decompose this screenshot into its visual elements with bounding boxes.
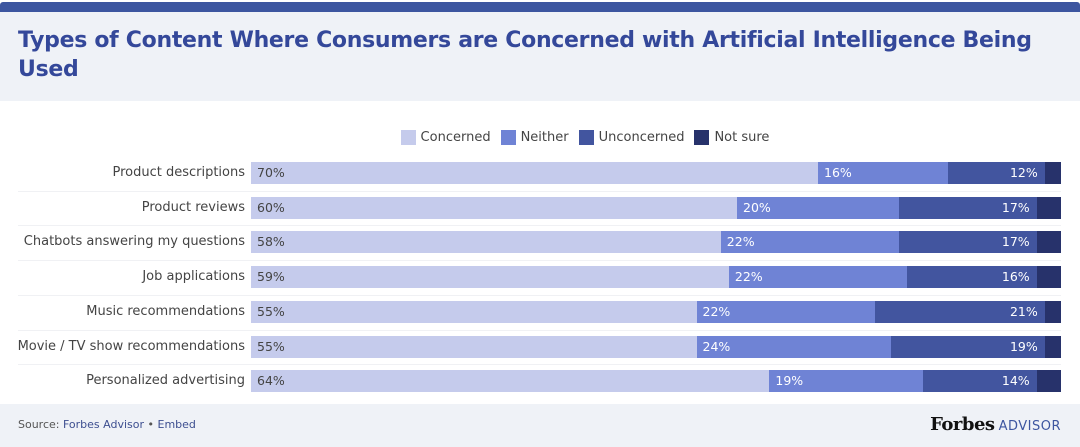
bar-segment-neither: 22%: [696, 300, 875, 323]
category-label: Movie / TV show recommendations: [17, 338, 245, 354]
data-label: 22%: [702, 303, 731, 319]
chart-header: Types of Content Where Consumers are Con…: [0, 12, 1080, 101]
data-label: 16%: [824, 165, 852, 180]
bar-segment-concerned: 55%: [251, 335, 697, 358]
data-label: 22%: [734, 269, 763, 285]
separator: •: [144, 418, 158, 431]
legend-item-not-sure: Not sure: [694, 130, 769, 145]
bar-segment-concerned: 70%: [251, 162, 818, 184]
category-label: Job applications: [142, 269, 245, 285]
legend-label: Not sure: [714, 130, 770, 145]
data-label: 19%: [775, 373, 804, 389]
category-label: Product descriptions: [112, 165, 245, 180]
row-separator: [18, 260, 1061, 262]
legend-label: Neither: [520, 130, 569, 145]
category-label: Product reviews: [141, 199, 245, 215]
bar-segment-unconcerned: 14%: [923, 370, 1037, 393]
source-label: Source:: [18, 418, 63, 431]
bar-segment-neither: 16%: [818, 162, 948, 184]
data-label: 14%: [1001, 373, 1030, 389]
legend-item-unconcerned: Unconcerned: [578, 130, 685, 145]
bar-segment-concerned: 64%: [251, 370, 770, 393]
bar-segment-neither: 22%: [728, 266, 908, 289]
data-label: 55%: [257, 303, 285, 319]
category-label: Music recommendations: [86, 303, 245, 319]
data-label: 12%: [1009, 165, 1038, 180]
row-separator: [18, 364, 1061, 366]
data-label: 24%: [702, 338, 731, 354]
data-label: 59%: [257, 269, 285, 285]
data-label: 70%: [257, 165, 285, 180]
row-separator: [18, 294, 1061, 296]
bar-segment-unconcerned: 19%: [890, 335, 1045, 358]
bar-segment-unconcerned: 16%: [907, 266, 1037, 289]
brand-name: Forbes: [930, 414, 995, 435]
bar-segment-concerned: 58%: [251, 231, 721, 254]
data-label: 55%: [257, 338, 285, 354]
data-label: 64%: [257, 373, 285, 389]
legend-label: Unconcerned: [598, 130, 685, 145]
legend-item-neither: Neither: [500, 130, 569, 145]
legend-swatch: [578, 130, 594, 145]
data-label: 60%: [257, 199, 285, 215]
bar-segment-concerned: 55%: [251, 300, 697, 323]
source-text: Source: Forbes Advisor • Embed: [18, 418, 196, 431]
bar-segment-unconcerned: 21%: [874, 300, 1045, 323]
bar-segment-not-sure: [1036, 266, 1061, 289]
row-separator: [18, 190, 1061, 192]
bar-segment-not-sure: [1036, 370, 1061, 393]
bar-segment-neither: 22%: [720, 231, 899, 254]
category-label: Chatbots answering my questions: [23, 234, 245, 250]
bar-segment-neither: 19%: [769, 370, 924, 393]
data-label: 16%: [1001, 269, 1030, 285]
brand-suffix: ADVISOR: [998, 419, 1061, 434]
top-accent-bar: [0, 2, 1080, 12]
bar-segment-not-sure: [1044, 335, 1061, 358]
embed-link[interactable]: Embed: [157, 418, 196, 431]
bar-segment-unconcerned: 12%: [947, 162, 1045, 184]
data-label: 58%: [257, 234, 285, 250]
legend-swatch: [400, 130, 416, 145]
row-separator: [18, 329, 1061, 331]
bar-segment-not-sure: [1044, 300, 1061, 323]
data-label: 20%: [743, 199, 771, 215]
bar-segment-not-sure: [1036, 231, 1061, 254]
row-separator: [18, 225, 1061, 227]
bar-segment-concerned: 59%: [251, 266, 729, 289]
footer: Source: Forbes Advisor • Embed Forbes ADV…: [0, 404, 1080, 447]
bar-segment-unconcerned: 17%: [899, 231, 1037, 254]
legend-label: Concerned: [420, 130, 491, 145]
bar-segment-not-sure: [1036, 196, 1061, 219]
data-label: 22%: [726, 234, 755, 250]
data-label: 17%: [1001, 234, 1030, 250]
legend-item-concerned: Concerned: [400, 130, 491, 145]
chart-title: Types of Content Where Consumers are Con…: [18, 28, 1032, 82]
legend-swatch: [500, 130, 516, 145]
bar-segment-not-sure: [1044, 162, 1061, 184]
bar-segment-neither: 20%: [737, 196, 899, 219]
legend-swatch: [694, 130, 710, 145]
bar-segment-neither: 24%: [696, 335, 891, 358]
forbes-advisor-logo: Forbes ADVISOR: [930, 414, 1061, 435]
data-label: 21%: [1009, 303, 1038, 319]
source-link[interactable]: Forbes Advisor: [62, 418, 145, 431]
data-label: 19%: [1009, 338, 1038, 354]
category-label: Personalized advertising: [86, 373, 245, 389]
bar-segment-unconcerned: 17%: [899, 196, 1037, 219]
bar-segment-concerned: 60%: [251, 196, 737, 219]
data-label: 17%: [1001, 199, 1030, 215]
legend: Concerned Neither Unconcerned Not sure: [0, 130, 1080, 145]
